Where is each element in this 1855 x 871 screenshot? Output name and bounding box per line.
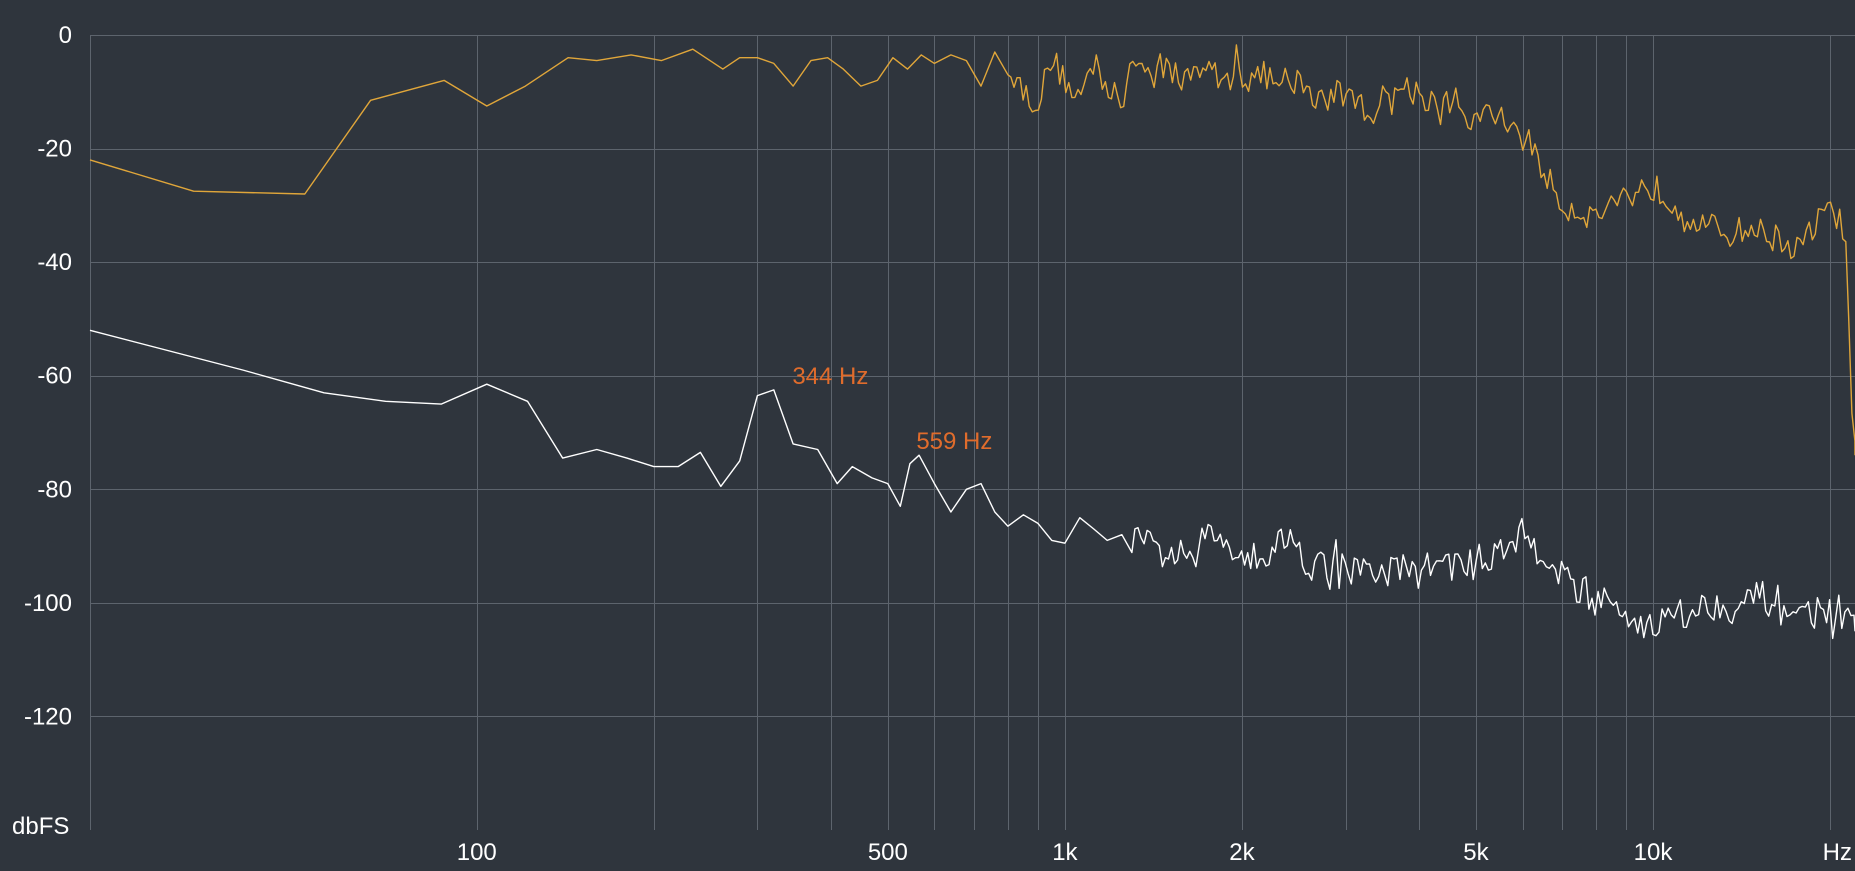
y-tick-label: -20 xyxy=(37,136,72,163)
peak-annotations: 344 Hz 559 Hz xyxy=(792,363,992,455)
y-tick-label: -80 xyxy=(37,476,72,503)
series-line-upper xyxy=(89,44,1855,456)
x-tick-label: 5k xyxy=(1463,839,1489,866)
x-unit-label: Hz xyxy=(1823,839,1852,866)
y-tick-label: -60 xyxy=(37,363,72,390)
y-tick-label: -100 xyxy=(24,590,72,617)
grid xyxy=(90,35,1855,830)
axes: 0 -20 -40 -60 -80 -100 -120 100 500 1k 2k 5k 10k dbFS… xyxy=(12,22,1852,866)
x-tick-label: 1k xyxy=(1052,839,1078,866)
y-tick-label: 0 xyxy=(59,22,72,49)
x-tick-label: 2k xyxy=(1229,839,1255,866)
x-tick-label: 100 xyxy=(457,839,497,866)
peak-label: 559 Hz xyxy=(916,428,992,455)
x-tick-label: 10k xyxy=(1634,839,1674,866)
y-tick-label: -40 xyxy=(37,249,72,276)
series-line-lower xyxy=(89,329,1855,640)
peak-label: 344 Hz xyxy=(792,363,868,390)
series-layer xyxy=(89,44,1855,640)
y-unit-label: dbFS xyxy=(12,813,69,840)
x-tick-label: 500 xyxy=(868,839,908,866)
y-tick-label: -120 xyxy=(24,703,72,730)
